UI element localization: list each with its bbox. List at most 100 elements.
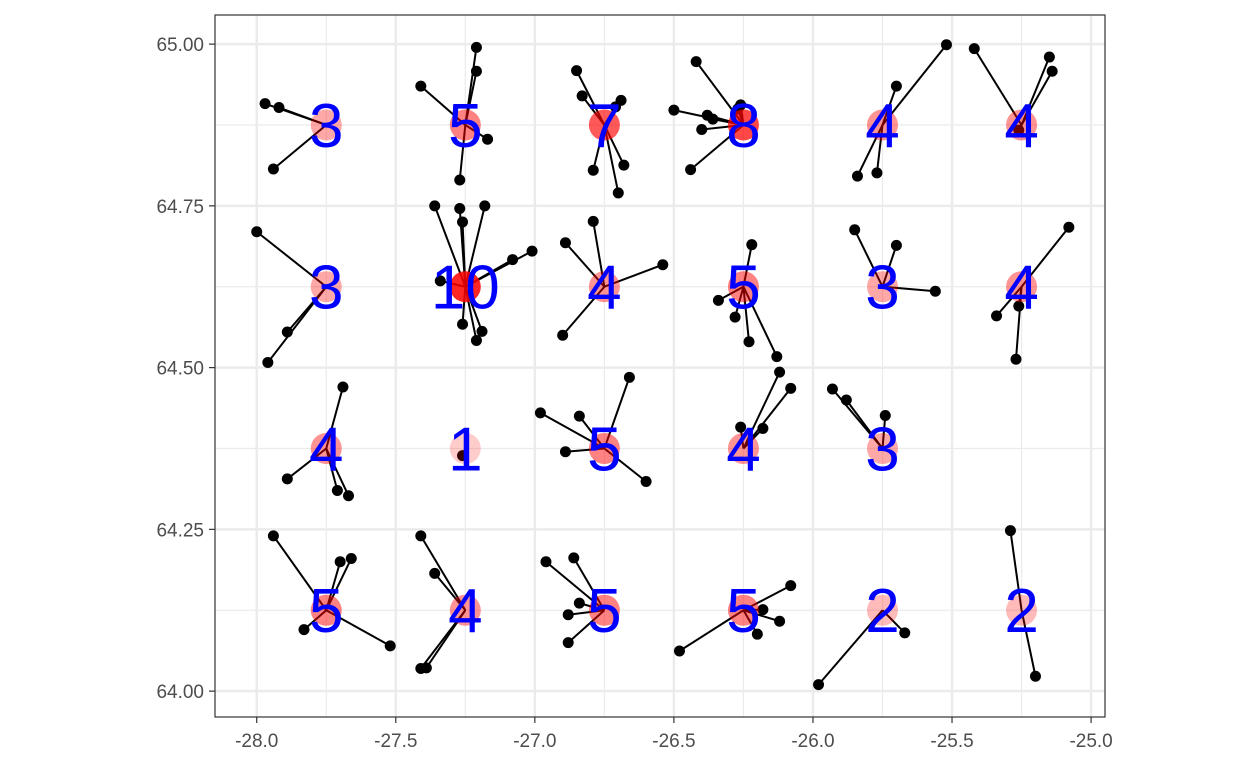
count-label: 4 (448, 577, 482, 646)
data-point (1004, 525, 1016, 537)
data-point (470, 334, 482, 346)
data-point (840, 394, 852, 406)
data-point (479, 200, 491, 212)
data-point (899, 627, 911, 639)
data-point (540, 556, 552, 568)
centroid-marker (310, 109, 342, 141)
segment-line (267, 286, 328, 364)
segment-line (565, 447, 605, 453)
centroid-marker (727, 109, 759, 141)
data-point (1043, 51, 1055, 63)
centroid-marker (588, 109, 620, 141)
segment-line (561, 286, 606, 336)
segment-line (742, 371, 781, 449)
data-point (668, 104, 680, 116)
data-point (420, 662, 432, 674)
data-point (457, 216, 469, 228)
centroid-marker (1006, 271, 1038, 303)
data-point (571, 65, 583, 77)
data-point (1013, 300, 1025, 312)
centroid-marker (727, 432, 759, 464)
y-tick-label: 64.75 (156, 197, 204, 218)
centroid-marker (449, 432, 481, 464)
data-point (618, 159, 630, 171)
data-point (281, 473, 293, 485)
data-point (298, 624, 310, 636)
x-tick-label: -27.0 (513, 731, 556, 752)
count-label: 5 (587, 415, 621, 484)
data-point (813, 679, 825, 691)
segment-line (1009, 530, 1023, 611)
data-point (281, 326, 293, 338)
segment-line (853, 229, 884, 288)
data-point (851, 170, 863, 182)
data-point (337, 381, 349, 393)
data-point (267, 530, 279, 542)
data-point (610, 101, 621, 113)
data-point (415, 530, 427, 542)
segment-line (419, 535, 467, 611)
points-layer (251, 39, 1075, 691)
data-point (968, 43, 980, 55)
data-point (826, 383, 838, 395)
segment-line (572, 557, 606, 611)
segment-line (995, 286, 1023, 317)
data-point (774, 366, 786, 378)
centroid-marker (727, 594, 759, 626)
data-point (476, 325, 488, 337)
segment-line (604, 263, 664, 288)
data-point (729, 311, 741, 323)
segment-line (742, 244, 753, 287)
segment-line (742, 584, 792, 612)
data-point (331, 485, 343, 497)
data-point (1046, 65, 1058, 77)
centroid-marker (588, 594, 620, 626)
data-point (685, 164, 697, 176)
segment-line (743, 609, 780, 623)
data-point (454, 202, 466, 214)
segment-line (325, 561, 342, 611)
data-point (557, 329, 569, 341)
segment-line (1020, 70, 1054, 126)
plot-frame (214, 14, 1106, 718)
count-label: 5 (309, 577, 343, 646)
segment-line (325, 448, 350, 497)
data-point (587, 215, 599, 227)
data-point (573, 410, 585, 422)
segment-line (325, 609, 391, 647)
data-point (623, 371, 635, 383)
x-tick-label: -26.5 (652, 731, 695, 752)
data-point (384, 640, 396, 652)
data-point (785, 382, 797, 394)
data-point (743, 336, 755, 348)
segment-line (325, 558, 353, 611)
data-point (771, 351, 783, 363)
data-point (587, 164, 599, 176)
count-label: 5 (726, 577, 760, 646)
segment-line (1020, 226, 1070, 288)
centroid-marker (449, 594, 481, 626)
centroid-marker (310, 271, 342, 303)
segment-line (881, 245, 898, 288)
data-point (871, 167, 883, 179)
data-point (559, 237, 571, 249)
data-point (890, 80, 902, 92)
count-label: 3 (309, 92, 343, 161)
data-point (879, 409, 891, 421)
segment-line (603, 376, 631, 449)
data-point (774, 615, 786, 627)
data-point (259, 98, 271, 110)
count-label: 2 (1004, 577, 1038, 646)
data-point (568, 552, 580, 564)
segment-line (567, 609, 606, 644)
data-point (696, 124, 708, 136)
data-point (262, 356, 274, 368)
x-tick-label: -25.5 (930, 731, 973, 752)
segment-line (592, 221, 606, 287)
x-tick-label: -25.0 (1069, 731, 1112, 752)
data-point (751, 628, 763, 640)
segment-line (539, 412, 605, 450)
data-point (267, 163, 279, 175)
data-point (273, 102, 285, 114)
count-label: 8 (726, 92, 760, 161)
